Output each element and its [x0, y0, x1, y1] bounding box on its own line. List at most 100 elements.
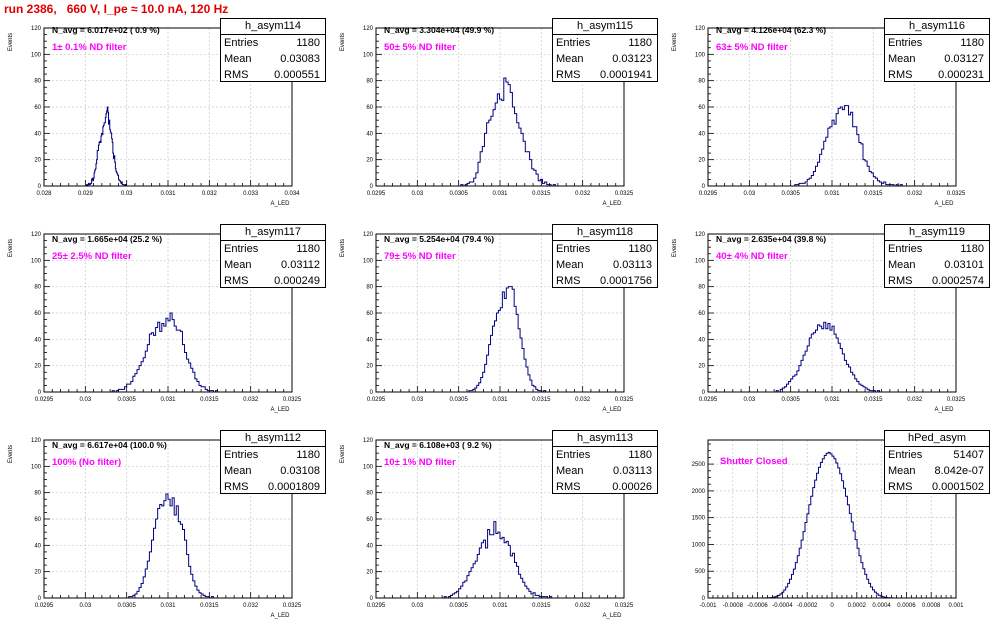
x-tick-label: 0.0325 — [947, 397, 966, 403]
stat-row-rms: RMS 0.0001756 — [553, 273, 657, 289]
stat-box-title: h_asym113 — [553, 431, 657, 447]
x-tick-label: 0.0295 — [35, 397, 54, 403]
stat-box: h_asym114 Entries 1180 Mean 0.03083 RMS 0.0005… — [220, 18, 326, 82]
histogram-line — [466, 286, 550, 393]
stat-label-entries: Entries — [888, 449, 923, 461]
x-tick-label: 0.0315 — [864, 191, 883, 197]
y-tick-label: 20 — [366, 570, 373, 576]
stat-label-mean: Mean — [224, 465, 252, 477]
histogram-panel-h_asym115: 0.0295 0.03 0.0305 0.031 0.0315 0.032 0.0325 0 2… — [332, 18, 660, 225]
stat-row-entries: Entries 1180 — [221, 241, 325, 257]
stat-label-rms: RMS — [888, 69, 913, 81]
stat-value-entries: 1180 — [628, 37, 652, 49]
y-tick-label: 40 — [698, 337, 705, 343]
stat-value-rms: 0.0002574 — [932, 275, 984, 287]
stat-row-rms: RMS 0.000551 — [221, 67, 325, 83]
histogram-line — [85, 106, 127, 187]
stat-label-entries: Entries — [556, 243, 591, 255]
y-tick-label: 40 — [366, 543, 373, 549]
y-tick-label: 0 — [702, 390, 706, 396]
x-tick-label: 0.0305 — [117, 603, 136, 609]
stat-value-entries: 1180 — [960, 37, 984, 49]
x-tick-label: 0.0006 — [897, 603, 916, 609]
x-tick-label: 0.034 — [284, 191, 300, 197]
stat-value-entries: 1180 — [296, 37, 320, 49]
filter-label: 40± 4% ND filter — [716, 251, 788, 262]
navg-label: N_avg = 4.126e+04 (62.3 %) — [716, 25, 827, 35]
stat-box-title: h_asym114 — [221, 19, 325, 35]
stat-row-entries: Entries 1180 — [553, 447, 657, 463]
stat-value-entries: 1180 — [960, 243, 984, 255]
x-tick-label: 0.033 — [243, 191, 259, 197]
x-tick-label: 0.03 — [411, 603, 423, 609]
stat-row-rms: RMS 0.0001941 — [553, 67, 657, 83]
stat-row-mean: Mean 0.03112 — [221, 257, 325, 273]
stat-value-mean: 0.03112 — [281, 259, 320, 271]
y-axis-label: Events — [340, 33, 346, 51]
stat-row-mean: Mean 0.03113 — [553, 257, 657, 273]
x-tick-label: 0.03 — [743, 397, 755, 403]
y-tick-label: 100 — [695, 52, 706, 58]
filter-label: 79± 5% ND filter — [384, 251, 456, 262]
y-tick-label: 40 — [34, 543, 41, 549]
y-axis-label: Events — [340, 445, 346, 463]
stat-box-title: hPed_asym — [885, 431, 989, 447]
y-tick-label: 100 — [31, 258, 42, 264]
x-tick-label: 0.0295 — [367, 397, 386, 403]
stat-value-entries: 1180 — [628, 449, 652, 461]
x-tick-label: 0.03 — [411, 397, 423, 403]
stat-row-rms: RMS 0.000249 — [221, 273, 325, 289]
stat-value-mean: 0.03108 — [280, 465, 320, 477]
y-tick-label: 0 — [370, 596, 374, 602]
stat-row-mean: Mean 0.03108 — [221, 463, 325, 479]
stat-box-title: h_asym116 — [885, 19, 989, 35]
x-tick-label: 0.032 — [243, 397, 259, 403]
y-tick-label: 80 — [698, 79, 705, 85]
stat-label-rms: RMS — [556, 69, 581, 81]
y-tick-label: 20 — [366, 364, 373, 370]
histogram-plot: 0.0295 0.03 0.0305 0.031 0.0315 0.032 0.0325 0 2… — [340, 26, 634, 207]
stat-box: h_asym119 Entries 1180 Mean 0.03101 RMS 0.0002… — [884, 224, 990, 288]
histogram-plot: 0.0295 0.03 0.0305 0.031 0.0315 0.032 0.0325 0 2… — [8, 232, 302, 413]
y-axis-label: Events — [672, 33, 678, 51]
stat-value-rms: 0.000551 — [274, 69, 320, 81]
x-tick-label: 0.0325 — [283, 397, 302, 403]
stat-label-mean: Mean — [556, 259, 584, 271]
x-tick-label: 0.0295 — [35, 603, 54, 609]
histogram-line — [110, 312, 251, 393]
stat-row-entries: Entries 1180 — [885, 35, 989, 51]
stat-value-mean: 0.03113 — [613, 465, 652, 477]
x-axis-label: A_LED — [934, 407, 954, 413]
y-tick-label: 0 — [702, 596, 706, 602]
stat-row-mean: Mean 0.03127 — [885, 51, 989, 67]
stat-value-mean: 0.03127 — [944, 53, 984, 65]
histogram-plot: 0.0295 0.03 0.0305 0.031 0.0315 0.032 0.0325 0 2… — [8, 438, 302, 619]
stat-box-title: h_asym118 — [553, 225, 657, 241]
stat-label-entries: Entries — [556, 37, 591, 49]
stat-value-rms: 0.000231 — [938, 69, 984, 81]
x-tick-label: 0.001 — [948, 603, 964, 609]
histogram-panel-h_asym116: 0.0295 0.03 0.0305 0.031 0.0315 0.032 0.0325 0 2… — [664, 18, 992, 225]
stat-row-rms: RMS 0.00026 — [553, 479, 657, 495]
histogram-panel-h_asym113: 0.0295 0.03 0.0305 0.031 0.0315 0.032 0.0325 0 2… — [332, 430, 660, 637]
x-axis-label: A_LED — [602, 407, 622, 413]
stat-row-mean: Mean 8.042e-07 — [885, 463, 989, 479]
x-tick-label: 0.0002 — [848, 603, 867, 609]
y-tick-label: 120 — [31, 232, 42, 238]
y-tick-label: 120 — [363, 232, 374, 238]
stat-label-rms: RMS — [224, 275, 249, 287]
stat-value-mean: 0.03113 — [613, 259, 652, 271]
filter-label: 50± 5% ND filter — [384, 42, 456, 53]
y-tick-label: 80 — [366, 491, 373, 497]
navg-label: N_avg = 1.665e+04 (25.2 %) — [52, 234, 163, 244]
histogram-line — [458, 77, 567, 187]
y-tick-label: 120 — [695, 232, 706, 238]
y-tick-label: 60 — [34, 311, 41, 317]
histogram-line — [774, 321, 907, 393]
stat-label-entries: Entries — [224, 449, 259, 461]
y-tick-label: 40 — [34, 337, 41, 343]
x-axis-label: A_LED — [602, 201, 622, 207]
stat-row-entries: Entries 1180 — [221, 35, 325, 51]
y-tick-label: 120 — [31, 438, 42, 444]
stat-box: h_asym112 Entries 1180 Mean 0.03108 RMS 0.0001… — [220, 430, 326, 494]
